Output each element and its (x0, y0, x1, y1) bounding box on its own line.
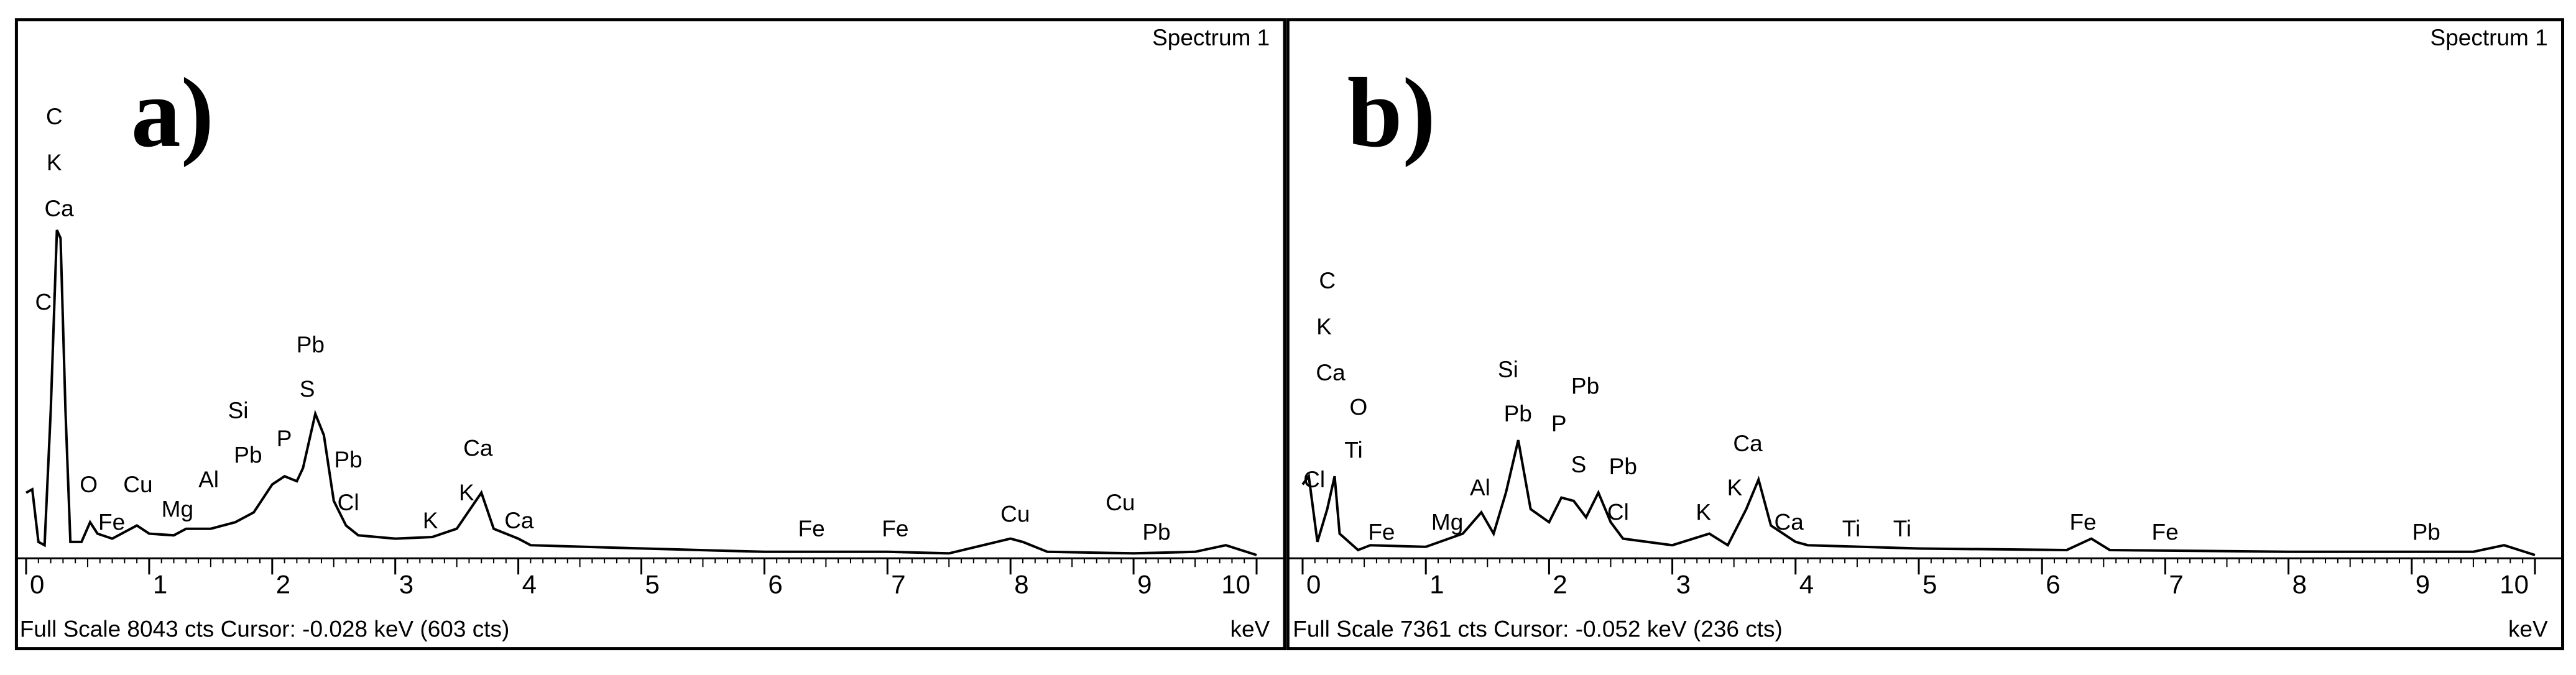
x-axis-label: keV (1230, 616, 1270, 641)
peak-label: Al (1470, 475, 1490, 500)
peak-label: Pb (234, 442, 262, 467)
peak-label: K (459, 480, 474, 505)
x-tick-label: 1 (1429, 569, 1444, 599)
peak-label: C (46, 104, 63, 129)
peak-label: Cu (1000, 501, 1030, 526)
peak-label: Ca (1733, 431, 1763, 456)
x-tick-label: 8 (2292, 569, 2307, 599)
x-tick-label: 4 (1799, 569, 1814, 599)
peak-label: Ti (1344, 437, 1362, 462)
peak-label: K (47, 150, 62, 175)
footer-text: Full Scale 7361 cts Cursor: -0.052 keV (… (1293, 616, 1783, 641)
peak-label: S (300, 377, 315, 402)
peak-label: Fe (2069, 510, 2096, 535)
x-tick-label: 3 (1676, 569, 1691, 599)
x-tick-label: 10 (1221, 569, 1250, 599)
peak-label: Ca (44, 196, 74, 221)
x-tick-label: 9 (1137, 569, 1152, 599)
peak-label: O (80, 472, 98, 497)
x-tick-label: 0 (1306, 569, 1321, 599)
peak-label: C (1319, 268, 1336, 293)
spectrum-line (25, 229, 1257, 556)
peak-label: Fe (882, 516, 908, 541)
x-tick-label: 4 (522, 569, 537, 599)
peak-label: K (1727, 475, 1743, 500)
panel-frame (1286, 18, 2565, 651)
x-tick-label: 10 (2500, 569, 2529, 599)
peak-label: K (423, 508, 438, 533)
peak-label: Mg (1431, 510, 1463, 535)
peak-label: Ca (463, 436, 493, 461)
peak-label: K (1696, 500, 1711, 525)
peak-label: P (1551, 411, 1567, 436)
peak-label: Fe (98, 510, 125, 535)
panel-label: b) (1347, 57, 1436, 168)
panel-frame (14, 18, 1286, 651)
x-tick-label: 1 (153, 569, 167, 599)
peak-label: Fe (1368, 519, 1395, 544)
peak-label: O (1350, 395, 1368, 420)
x-tick-label: 6 (768, 569, 782, 599)
x-tick-label: 2 (276, 569, 290, 599)
x-tick-label: 3 (399, 569, 413, 599)
peak-label: Ca (1774, 510, 1804, 535)
x-tick-label: 8 (1014, 569, 1028, 599)
peak-label: Ti (1842, 516, 1860, 541)
peak-label: Pb (1142, 519, 1170, 544)
x-tick-label: 5 (1923, 569, 1937, 599)
peak-label: Cu (123, 472, 152, 497)
peak-label: Ca (1316, 360, 1346, 385)
peak-label: Si (228, 398, 249, 423)
peak-label: Mg (162, 496, 193, 521)
spectrum-line (1301, 439, 2536, 556)
x-tick-label: 7 (2169, 569, 2183, 599)
peak-label: Cl (338, 490, 359, 515)
peak-label: Pb (334, 447, 362, 472)
peak-label: Pb (2412, 519, 2440, 544)
peak-label: Cl (1607, 500, 1629, 525)
x-tick-label: 9 (2416, 569, 2430, 599)
footer-text: Full Scale 8043 cts Cursor: -0.028 keV (… (20, 616, 510, 641)
peak-label: Cl (1303, 467, 1325, 492)
x-tick-label: 0 (30, 569, 44, 599)
peak-label: Cu (1106, 490, 1135, 515)
peak-label: Pb (1504, 401, 1532, 426)
peak-label: Fe (798, 516, 825, 541)
peak-label: Pb (297, 332, 325, 357)
peak-label: S (1571, 452, 1587, 477)
x-tick-label: 6 (2046, 569, 2060, 599)
panel-label: a) (131, 57, 214, 168)
peak-label: Si (1498, 357, 1518, 382)
peak-label: Al (198, 467, 219, 492)
peak-label: Pb (1609, 454, 1637, 479)
peak-label: Pb (1571, 373, 1599, 398)
x-tick-label: 2 (1553, 569, 1567, 599)
peak-label: Ti (1893, 516, 1911, 541)
peak-label: Fe (2152, 519, 2179, 544)
peak-label: K (1316, 314, 1332, 339)
peak-label: P (277, 426, 292, 451)
x-axis-label: keV (2508, 616, 2548, 641)
panel-title: Spectrum 1 (2431, 25, 2548, 50)
x-tick-label: 7 (891, 569, 905, 599)
panel-title: Spectrum 1 (1152, 25, 1270, 50)
peak-label: Cl (35, 290, 57, 315)
x-tick-label: 5 (645, 569, 660, 599)
peak-label: Ca (504, 508, 534, 533)
